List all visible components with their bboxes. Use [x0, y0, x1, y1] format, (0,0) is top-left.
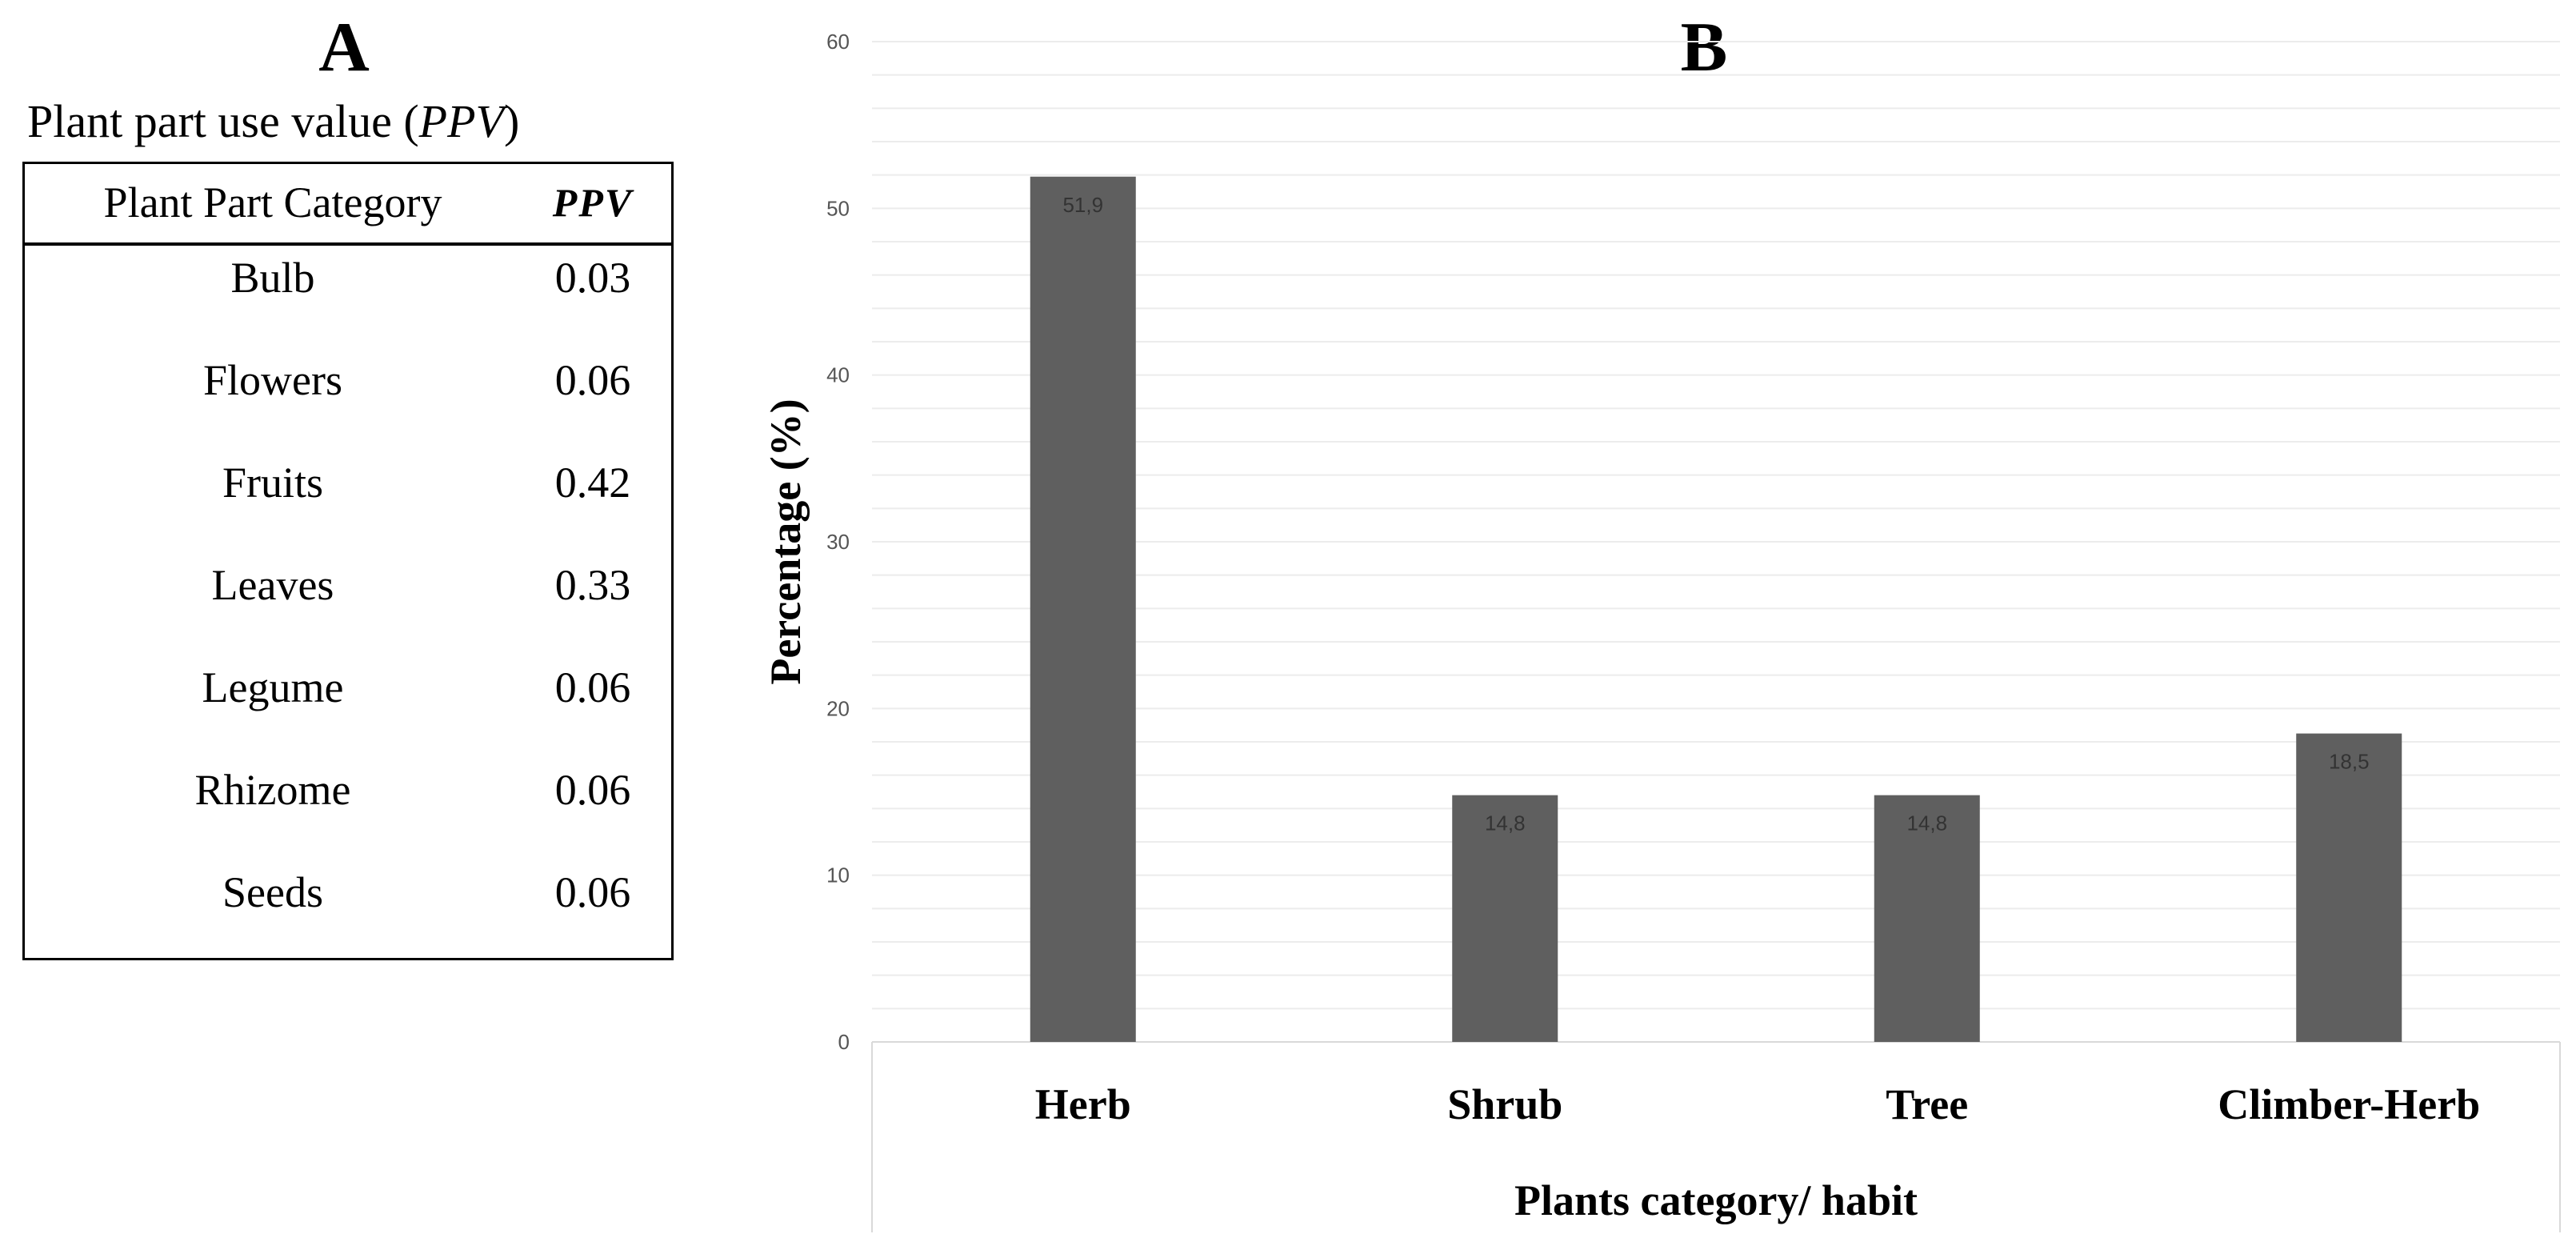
table-title: Plant part use value (PPV) — [27, 90, 519, 154]
ppv-table: Plant Part Category PPV Bulb 0.03 Flower… — [22, 162, 674, 960]
table-title-prefix: Plant part use value ( — [27, 95, 419, 147]
x-tick-label: Climber-Herb — [2218, 1080, 2480, 1128]
table-title-suffix: ) — [503, 95, 520, 147]
header-plant-part-category: Plant Part Category — [103, 178, 442, 226]
y-tick-label: 10 — [826, 863, 850, 887]
bar — [1452, 795, 1558, 1042]
x-tick-label: Tree — [1886, 1080, 1968, 1128]
table-header-row: Plant Part Category PPV — [25, 164, 671, 246]
row-category: Flowers — [203, 356, 342, 404]
table-row: Leaves 0.33 — [25, 553, 671, 655]
y-tick-label: 30 — [826, 530, 850, 554]
y-tick-label: 60 — [826, 30, 850, 54]
row-ppv: 0.06 — [554, 766, 631, 814]
row-category: Rhizome — [194, 766, 351, 814]
data-label: 51,9 — [1062, 193, 1103, 217]
table-row: Flowers 0.06 — [25, 348, 671, 451]
y-tick-label: 50 — [826, 196, 850, 220]
bar — [1030, 176, 1136, 1042]
row-category: Leaves — [211, 561, 334, 609]
table-row: Seeds 0.06 — [25, 860, 671, 963]
x-tick-label: Herb — [1035, 1080, 1131, 1128]
x-axis-title: Plants category/ habit — [1514, 1176, 1918, 1224]
table-row: Legume 0.06 — [25, 655, 671, 758]
row-category: Seeds — [222, 868, 323, 916]
bar — [1874, 795, 1980, 1042]
row-category: Fruits — [222, 459, 324, 507]
y-tick-label: 0 — [838, 1030, 850, 1054]
panel-b-label: B — [1680, 9, 1728, 86]
data-label: 14,8 — [1485, 811, 1526, 835]
x-tick-label: Shrub — [1447, 1080, 1562, 1128]
table-row: Bulb 0.03 — [25, 246, 671, 348]
table-title-italic: PPV — [418, 95, 504, 147]
data-label: 14,8 — [1906, 811, 1947, 835]
table-row: Fruits 0.42 — [25, 451, 671, 553]
row-category: Bulb — [230, 254, 315, 302]
row-ppv: 0.06 — [554, 356, 631, 404]
data-label: 18,5 — [2329, 750, 2370, 774]
table-row: Rhizome 0.06 — [25, 758, 671, 860]
header-ppv: PPV — [552, 180, 634, 225]
panel-a-label: A — [318, 9, 370, 86]
row-ppv: 0.06 — [554, 868, 631, 916]
row-ppv: 0.06 — [554, 663, 631, 711]
row-ppv: 0.03 — [554, 254, 631, 302]
y-tick-label: 20 — [826, 696, 850, 720]
y-axis-title: Percentage (%) — [762, 399, 810, 684]
y-tick-label: 40 — [826, 363, 850, 387]
bar — [2296, 733, 2402, 1042]
row-ppv: 0.42 — [554, 459, 631, 507]
row-category: Legume — [202, 663, 344, 711]
row-ppv: 0.33 — [554, 561, 631, 609]
